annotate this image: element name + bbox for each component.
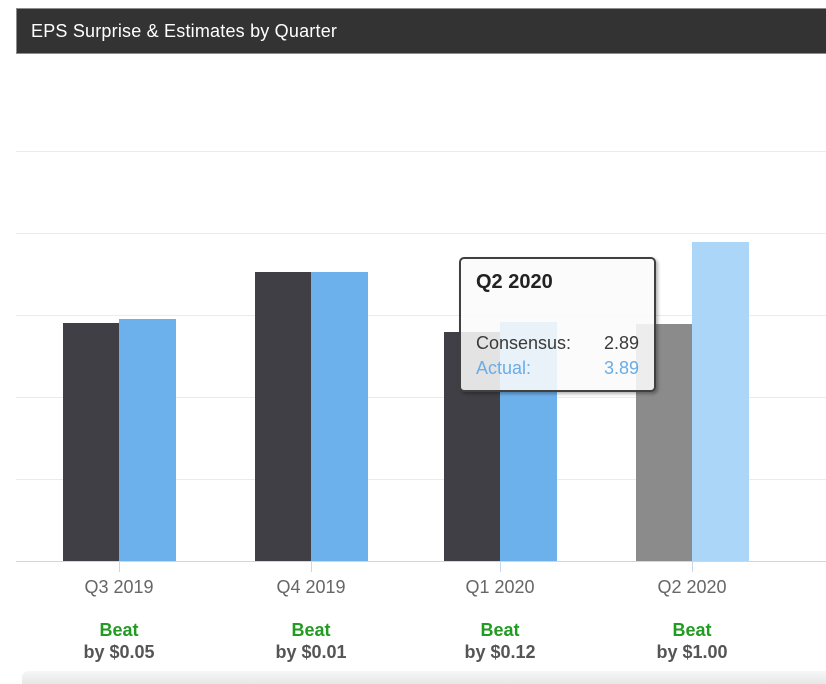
x-tick-q3-2019 — [119, 562, 120, 572]
bar-consensus-q3-2019[interactable] — [63, 323, 119, 561]
tooltip-actual-label: Actual: — [476, 358, 532, 378]
tooltip-actual-row: Actual: 3.89 — [476, 356, 639, 381]
beat-result-q3-2019: Beat — [99, 620, 139, 640]
footer-strip — [22, 671, 826, 684]
tooltip: Q2 2020 Consensus: 2.89 Actual: 3.89 — [459, 257, 656, 392]
bar-actual-q3-2019[interactable] — [119, 319, 176, 561]
chart-title: EPS Surprise & Estimates by Quarter — [31, 20, 338, 41]
tooltip-actual-value: 3.89 — [603, 358, 639, 378]
chart-title-bar: EPS Surprise & Estimates by Quarter — [16, 8, 826, 54]
x-axis-label-q1-2020: Q1 2020 — [465, 577, 535, 597]
beat-amount-q1-2020: by $0.12 — [464, 642, 536, 662]
surprise-label-q3-2019: Beat by $0.05 — [24, 620, 214, 664]
surprise-label-q1-2020: Beat by $0.12 — [405, 620, 595, 664]
bar-consensus-q4-2019[interactable] — [255, 272, 311, 561]
beat-amount-q3-2019: by $0.05 — [83, 642, 155, 662]
x-tick-q4-2019 — [311, 562, 312, 572]
beat-result-q2-2020: Beat — [672, 620, 712, 640]
tooltip-consensus-label: Consensus: — [476, 333, 572, 353]
surprise-label-q4-2019: Beat by $0.01 — [216, 620, 406, 664]
gridline-y2 — [16, 397, 826, 398]
beat-result-q4-2019: Beat — [291, 620, 331, 640]
bar-actual-q4-2019[interactable] — [311, 271, 368, 561]
tooltip-consensus-row: Consensus: 2.89 — [476, 331, 639, 356]
beat-amount-q4-2019: by $0.01 — [275, 642, 347, 662]
beat-amount-q2-2020: by $1.00 — [656, 642, 728, 662]
x-axis-label-q2-2020: Q2 2020 — [657, 577, 727, 597]
gridline-y1 — [16, 479, 826, 480]
surprise-label-q2-2020: Beat by $1.00 — [597, 620, 787, 664]
beat-result-q1-2020: Beat — [480, 620, 520, 640]
x-axis-label-q3-2019: Q3 2019 — [84, 577, 154, 597]
x-axis-label-q4-2019: Q4 2019 — [276, 577, 346, 597]
x-tick-q1-2020 — [500, 562, 501, 572]
x-tick-q2-2020 — [692, 562, 693, 572]
gridline-y3 — [16, 315, 826, 316]
tooltip-consensus-value: 2.89 — [603, 333, 639, 353]
gridline-y5 — [16, 151, 826, 152]
x-axis-line — [16, 561, 826, 562]
gridline-y4 — [16, 233, 826, 234]
tooltip-title: Q2 2020 — [476, 271, 553, 293]
bar-actual-q2-2020[interactable] — [692, 242, 749, 561]
